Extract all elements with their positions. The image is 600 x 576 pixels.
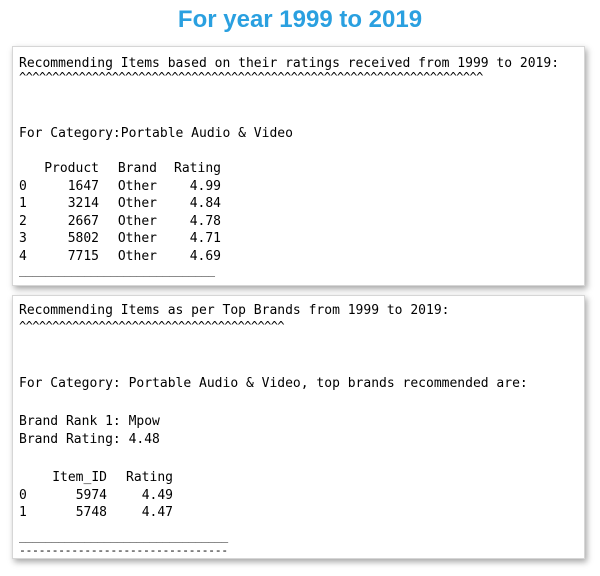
row-index: 1 <box>19 505 27 520</box>
rating-cell: 4.49 <box>141 487 173 503</box>
item-id-cell: 5748 <box>75 505 107 520</box>
brand-rating: Brand Rating: 4.48 <box>19 432 160 447</box>
brand-cell: Other <box>117 248 157 264</box>
section2-category: For Category: Portable Audio & Video, to… <box>19 376 528 391</box>
column-header-item-id: Item_ID <box>52 470 107 485</box>
section2-underline: ________________________________ <box>19 529 228 543</box>
column-header-brand: Brand <box>117 161 157 176</box>
top-brands-output-panel: Recommending Items as per Top Brands fro… <box>12 295 585 559</box>
column-header-rating: Rating <box>126 470 173 485</box>
column-header-rating: Rating <box>174 161 221 176</box>
row-index: 0 <box>19 178 27 194</box>
section1-category: For Category:Portable Audio & Video <box>19 126 293 141</box>
product-cell: 2667 <box>67 213 99 229</box>
brand-cell: Other <box>117 213 157 229</box>
product-cell: 7715 <box>67 248 99 264</box>
ratings-output-panel: Recommending Items based on their rating… <box>12 46 585 286</box>
item-id-cell: 5974 <box>75 487 107 503</box>
column-header-product: Product <box>44 161 99 176</box>
brand-cell: Other <box>117 231 157 246</box>
rating-cell: 4.78 <box>189 213 221 229</box>
rating-cell: 4.84 <box>189 196 221 211</box>
row-index: 0 <box>19 487 27 503</box>
section1-carets: ^^^^^^^^^^^^^^^^^^^^^^^^^^^^^^^^^^^^^^^^… <box>19 70 483 84</box>
row-index: 2 <box>19 213 27 229</box>
rating-cell: 4.99 <box>189 178 221 194</box>
product-cell: 5802 <box>67 231 99 246</box>
section1-heading: Recommending Items based on their rating… <box>19 56 560 71</box>
rating-cell: 4.69 <box>189 248 221 264</box>
brand-rank: Brand Rank 1: Mpow <box>19 414 160 429</box>
section2-heading: Recommending Items as per Top Brands fro… <box>19 303 450 318</box>
section1-underline: ______________________________ <box>19 263 215 277</box>
page-title: For year 1999 to 2019 <box>177 6 423 33</box>
rating-cell: 4.47 <box>141 505 173 520</box>
product-cell: 1647 <box>67 178 99 194</box>
brand-cell: Other <box>117 196 157 211</box>
rating-cell: 4.71 <box>189 231 221 246</box>
brand-cell: Other <box>117 178 157 194</box>
section2-dashes: -------------------------------- <box>19 543 228 557</box>
section2-carets: ^^^^^^^^^^^^^^^^^^^^^^^^^^^^^^^^^^^^^^^^ <box>19 319 285 333</box>
row-index: 4 <box>19 248 27 264</box>
row-index: 1 <box>19 196 27 211</box>
row-index: 3 <box>19 231 27 246</box>
product-cell: 3214 <box>67 196 99 211</box>
